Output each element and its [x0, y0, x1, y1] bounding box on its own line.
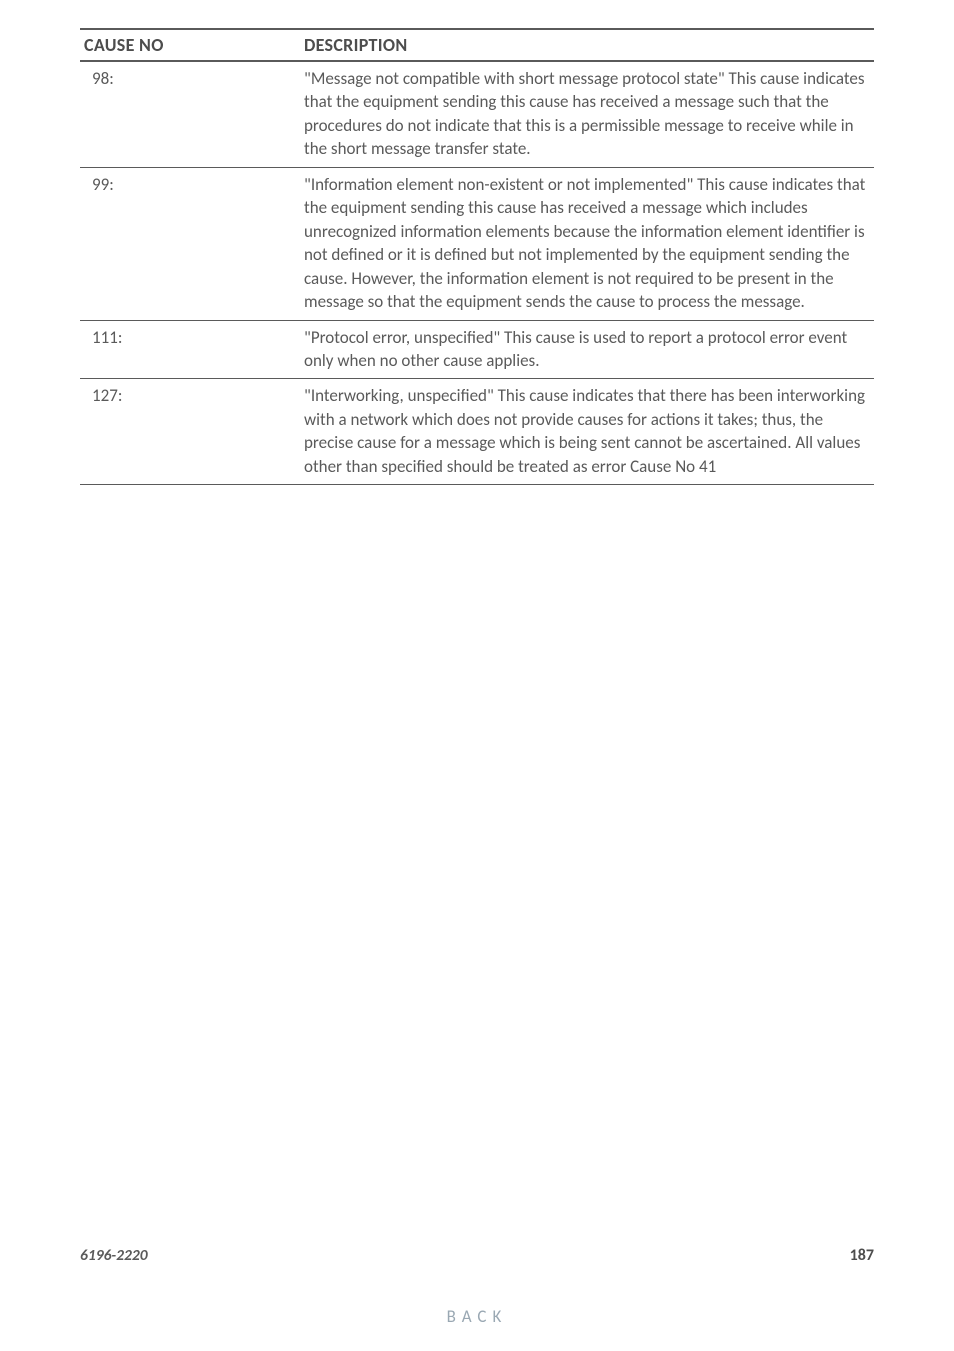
cell-description: "Protocol error, unspecified" This cause… [300, 320, 874, 379]
header-cause-no: CAUSE NO [80, 29, 300, 61]
table-header-row: CAUSE NO DESCRIPTION [80, 29, 874, 61]
table-row: 111: "Protocol error, unspecified" This … [80, 320, 874, 379]
footer-model: 6196-2220 [80, 1246, 148, 1265]
table-row: 99: "Information element non-existent or… [80, 167, 874, 320]
footer-page-number: 187 [850, 1246, 874, 1265]
cell-cause-no: 99: [80, 167, 300, 320]
back-link[interactable]: BACK [0, 1306, 954, 1327]
cell-cause-no: 98: [80, 61, 300, 167]
table-row: 127: "Interworking, unspecified" This ca… [80, 379, 874, 485]
cell-cause-no: 111: [80, 320, 300, 379]
page-footer: 6196-2220 187 [80, 1246, 874, 1265]
cell-cause-no: 127: [80, 379, 300, 485]
header-description: DESCRIPTION [300, 29, 874, 61]
table-row: 98: "Message not compatible with short m… [80, 61, 874, 167]
cell-description: "Message not compatible with short messa… [300, 61, 874, 167]
cause-table: CAUSE NO DESCRIPTION 98: "Message not co… [80, 28, 874, 485]
cell-description: "Information element non-existent or not… [300, 167, 874, 320]
cell-description: "Interworking, unspecified" This cause i… [300, 379, 874, 485]
